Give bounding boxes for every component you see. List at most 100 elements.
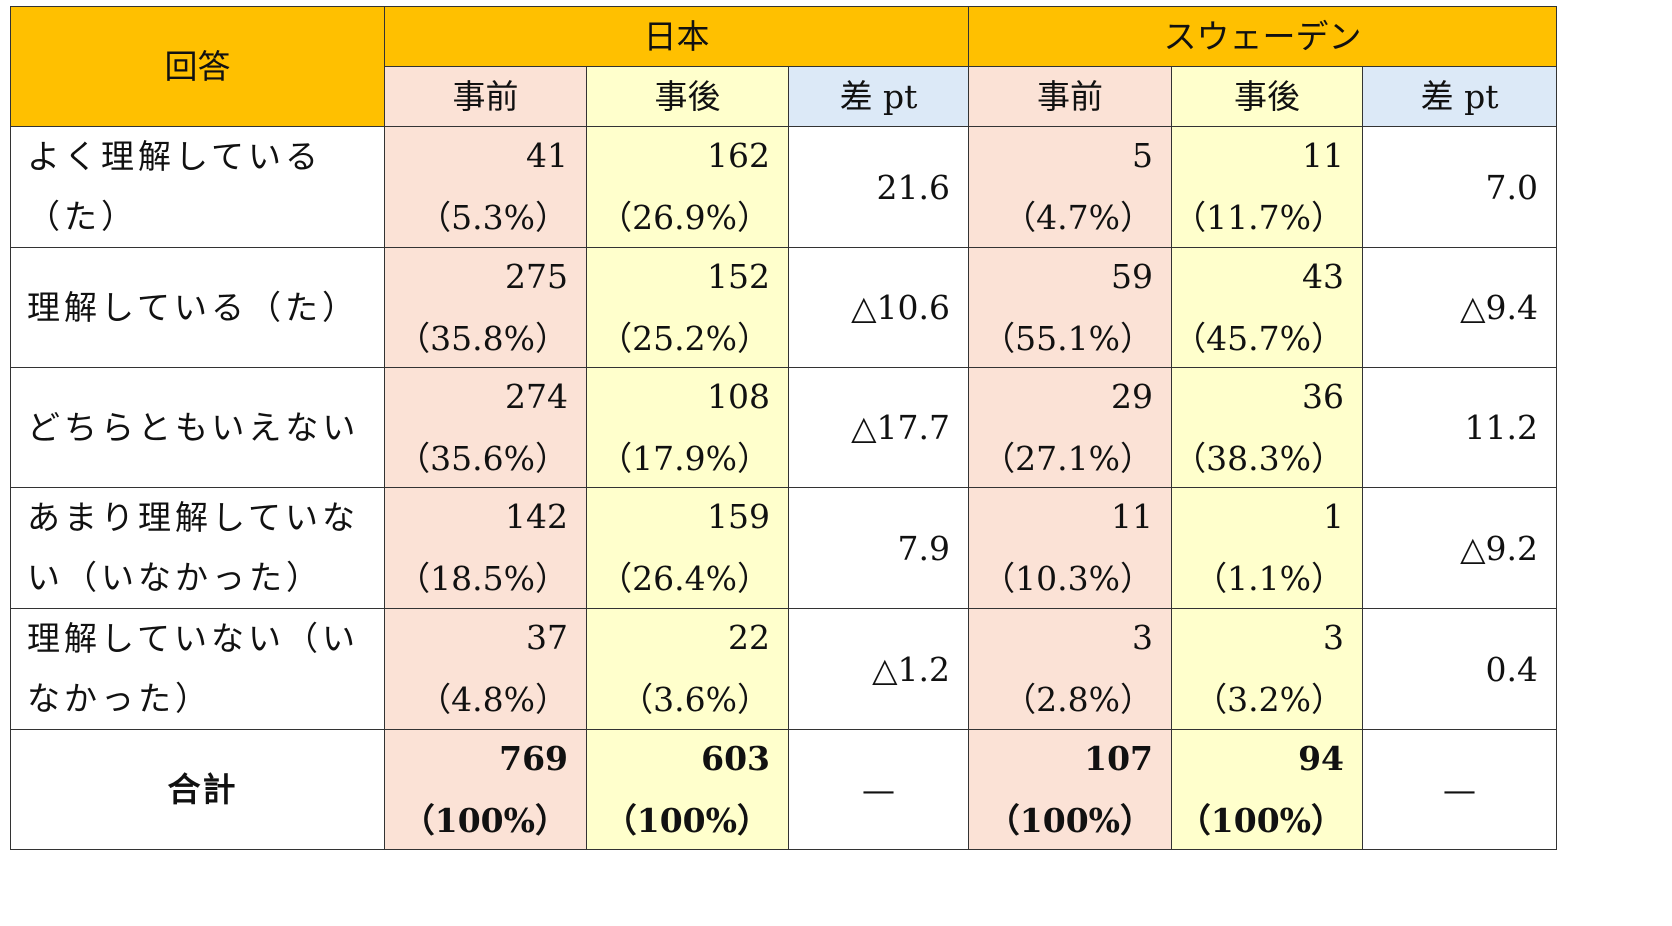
- percent: （4.8%）: [418, 680, 568, 719]
- jp-after-cell: 162 （26.9%）: [586, 126, 789, 248]
- jp-after-cell: 152 （25.2%）: [586, 247, 789, 368]
- table-row: 理解していない（いなかった） 37 （4.8%） 22 （3.6%） △1.2 3 （…: [10, 608, 1558, 730]
- japan-header: 日本: [383, 6, 970, 67]
- count: 769: [499, 738, 568, 778]
- percent: （55.1%）: [982, 318, 1154, 358]
- percent: （1.1%）: [1194, 559, 1345, 598]
- table-row: どちらともいえない 274 （35.6%） 108 （17.9%） △17.7 29…: [10, 367, 1558, 488]
- se-before-cell: 59 （55.1%）: [968, 247, 1173, 368]
- jp-before-cell: 142 （18.5%）: [384, 487, 587, 609]
- jp-diff-cell: 7.9: [787, 487, 970, 609]
- row-label: 理解していない（いなかった）: [10, 608, 385, 730]
- jp-after-header: 事後: [586, 66, 789, 127]
- header-row-countries: 回答 日本 スウェーデン: [10, 6, 1558, 127]
- percent: （3.2%）: [1194, 680, 1345, 719]
- jp-before-cell: 37 （4.8%）: [384, 608, 587, 730]
- se-after-cell: 3 （3.2%）: [1171, 608, 1364, 730]
- se-before-cell: 29 （27.1%）: [968, 367, 1173, 488]
- jp-diff-cell: 21.6: [787, 126, 970, 248]
- percent: （4.7%）: [1003, 198, 1154, 237]
- count: 11: [1302, 136, 1345, 175]
- percent: （26.4%）: [599, 559, 770, 598]
- jp-diff-cell: △17.7: [787, 367, 970, 488]
- se-before-total-cell: 107 （100%）: [968, 729, 1173, 850]
- jp-diff-cell: △10.6: [787, 247, 970, 368]
- header-row-columns: 事前 事後 差 pt 事前 事後 差 pt: [11, 66, 1558, 127]
- percent: （2.8%）: [1003, 680, 1154, 719]
- percent: （25.2%）: [599, 318, 770, 358]
- count: 36: [1302, 376, 1345, 416]
- percent: （3.6%）: [620, 680, 770, 719]
- count: 162: [707, 136, 770, 175]
- se-after-cell: 11 （11.7%）: [1171, 126, 1364, 248]
- jp-before-header: 事前: [384, 66, 587, 127]
- se-diff-cell: △9.2: [1362, 487, 1558, 609]
- se-after-header: 事後: [1171, 66, 1364, 127]
- table-row: 理解している（た） 275 （35.8%） 152 （25.2%） △10.6 59…: [10, 247, 1558, 368]
- count: 274: [505, 376, 568, 416]
- jp-diff-cell: △1.2: [787, 608, 970, 730]
- jp-diff-total-cell: —: [787, 729, 970, 850]
- table-row: よく理解している（た） 41 （5.3%） 162 （26.9%） 21.6 5 （4…: [10, 126, 1558, 248]
- answer-header: 回答: [10, 6, 385, 127]
- se-before-cell: 11 （10.3%）: [968, 487, 1173, 609]
- count: 108: [707, 376, 770, 416]
- percent: （100%）: [1177, 800, 1345, 840]
- se-before-cell: 3 （2.8%）: [968, 608, 1173, 730]
- percent: （38.3%）: [1173, 438, 1345, 478]
- count: 275: [505, 256, 568, 296]
- count: 3: [1323, 618, 1345, 657]
- total-row: 合計 769 （100%） 603 （100%） — 107 （100%） 94 （10…: [10, 729, 1558, 850]
- se-diff-cell: 0.4: [1362, 608, 1558, 730]
- jp-before-cell: 41 （5.3%）: [384, 126, 587, 248]
- se-before-cell: 5 （4.7%）: [968, 126, 1173, 248]
- se-after-cell: 36 （38.3%）: [1171, 367, 1364, 488]
- percent: （45.7%）: [1173, 318, 1345, 358]
- count: 94: [1298, 738, 1345, 778]
- jp-before-cell: 275 （35.8%）: [384, 247, 587, 368]
- percent: （18.5%）: [397, 559, 568, 598]
- total-label: 合計: [10, 729, 385, 850]
- percent: （35.8%）: [397, 318, 568, 358]
- se-after-cell: 43 （45.7%）: [1171, 247, 1364, 368]
- count: 159: [707, 497, 770, 536]
- se-diff-header: 差 pt: [1362, 66, 1558, 127]
- jp-diff-header: 差 pt: [787, 66, 970, 127]
- count: 107: [1084, 738, 1154, 778]
- jp-after-cell: 159 （26.4%）: [586, 487, 789, 609]
- percent: （35.6%）: [397, 438, 568, 478]
- count: 5: [1132, 136, 1154, 175]
- jp-after-cell: 108 （17.9%）: [586, 367, 789, 488]
- percent: （5.3%）: [418, 198, 568, 237]
- count: 59: [1111, 256, 1154, 296]
- percent: （17.9%）: [599, 438, 770, 478]
- count: 1: [1323, 497, 1345, 536]
- count: 29: [1111, 376, 1154, 416]
- se-diff-cell: 7.0: [1362, 126, 1558, 248]
- count: 152: [707, 256, 770, 296]
- row-label: どちらともいえない: [10, 367, 385, 488]
- percent: （100%）: [603, 800, 770, 840]
- table-container: 回答 日本 スウェーデン 事前 事後 差 pt 事前 事後 差 pt よく理解し…: [10, 6, 1558, 850]
- se-before-header: 事前: [968, 66, 1173, 127]
- se-diff-cell: △9.4: [1362, 247, 1558, 368]
- count: 22: [728, 618, 770, 657]
- se-after-cell: 1 （1.1%）: [1171, 487, 1364, 609]
- row-label: 理解している（た）: [10, 247, 385, 368]
- count: 142: [505, 497, 568, 536]
- comparison-table: 回答 日本 スウェーデン 事前 事後 差 pt 事前 事後 差 pt よく理解し…: [10, 6, 1558, 850]
- percent: （11.7%）: [1173, 198, 1345, 237]
- percent: （26.9%）: [599, 198, 770, 237]
- row-label: よく理解している（た）: [10, 126, 385, 248]
- count: 41: [526, 136, 568, 175]
- sweden-header: スウェーデン: [968, 6, 1558, 67]
- table-row: あまり理解していない（いなかった） 142 （18.5%） 159 （26.4%） …: [10, 487, 1558, 609]
- count: 43: [1302, 256, 1345, 296]
- count: 603: [701, 738, 770, 778]
- count: 3: [1132, 618, 1154, 657]
- jp-after-total-cell: 603 （100%）: [586, 729, 789, 850]
- se-diff-cell: 11.2: [1362, 367, 1558, 488]
- jp-before-total-cell: 769 （100%）: [384, 729, 587, 850]
- row-label: あまり理解していない（いなかった）: [10, 487, 385, 609]
- se-after-total-cell: 94 （100%）: [1171, 729, 1364, 850]
